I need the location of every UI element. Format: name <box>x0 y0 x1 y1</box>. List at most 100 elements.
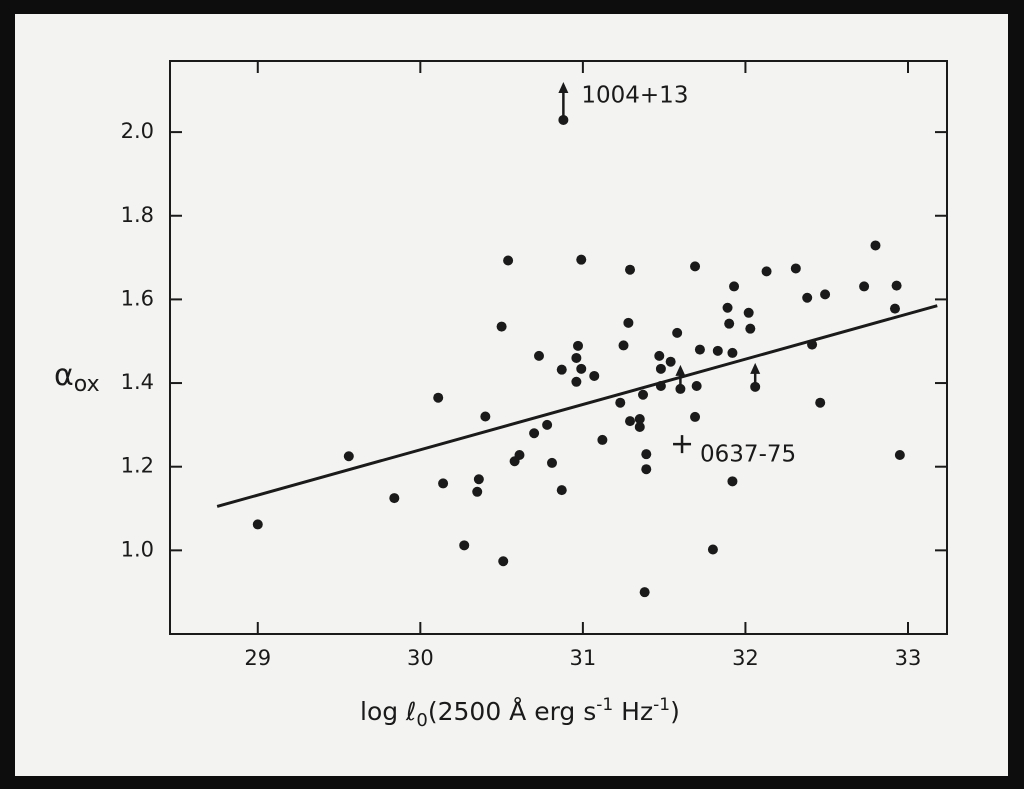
data-point <box>589 370 600 381</box>
data-point <box>712 345 723 356</box>
y-tick-label: 1.8 <box>121 203 154 227</box>
data-point <box>252 519 263 530</box>
data-point <box>724 318 735 329</box>
x-label-part: -1 <box>596 695 613 715</box>
x-label-part: log ℓ <box>360 697 416 726</box>
x-label-part: (2500 Å erg s <box>428 697 596 726</box>
data-point <box>514 449 525 460</box>
data-point <box>891 280 902 291</box>
data-point <box>690 411 701 422</box>
data-point <box>634 421 645 432</box>
data-point <box>433 392 444 403</box>
data-point <box>556 485 567 496</box>
data-point <box>498 556 509 567</box>
data-point <box>625 416 636 427</box>
y-label-symbol: α <box>54 358 74 393</box>
x-tick-label: 32 <box>732 646 759 670</box>
x-tick-label: 33 <box>895 646 922 670</box>
x-label-part: 0 <box>416 710 427 731</box>
lower-limit-point <box>750 381 761 392</box>
data-point <box>655 363 666 374</box>
data-point <box>343 451 354 462</box>
lower-limit-point <box>558 114 569 125</box>
data-point <box>727 347 738 358</box>
data-point <box>639 587 650 598</box>
data-point <box>546 457 557 468</box>
data-point <box>634 414 645 425</box>
lower-limit-point <box>675 383 686 394</box>
data-point <box>571 376 582 387</box>
plot-frame <box>169 60 948 635</box>
data-point <box>459 540 470 551</box>
data-point <box>889 303 900 314</box>
cross-marker <box>673 435 692 454</box>
data-point <box>503 255 514 266</box>
x-label-part: Hz <box>613 697 653 726</box>
y-tick-label: 1.4 <box>121 370 154 394</box>
data-point <box>623 317 634 328</box>
data-point <box>576 254 587 265</box>
data-point <box>597 434 608 445</box>
data-point <box>665 356 676 367</box>
data-point <box>472 486 483 497</box>
annotation: 0637-75 <box>700 442 796 468</box>
data-point <box>859 281 870 292</box>
fit-line <box>216 304 938 508</box>
data-point <box>618 340 629 351</box>
data-point <box>870 240 881 251</box>
y-label-subscript: ox <box>74 372 100 397</box>
data-point <box>802 292 813 303</box>
data-point <box>615 397 626 408</box>
data-point <box>729 281 740 292</box>
annotation: 1004+13 <box>581 82 688 108</box>
data-point <box>722 302 733 313</box>
limit-arrow-head <box>750 362 761 374</box>
y-axis-label: αox <box>54 358 100 397</box>
x-label-part: -1 <box>653 695 670 715</box>
data-point <box>707 544 718 555</box>
data-point <box>894 449 905 460</box>
data-point <box>389 493 400 504</box>
data-point <box>691 380 702 391</box>
limit-arrow-head <box>675 364 686 376</box>
data-point <box>496 321 507 332</box>
y-tick-label: 1.0 <box>121 537 154 561</box>
data-point <box>480 411 491 422</box>
x-label-part: ) <box>670 697 680 726</box>
data-point <box>641 464 652 475</box>
x-tick-label: 30 <box>407 646 434 670</box>
data-point <box>638 389 649 400</box>
y-tick-label: 1.2 <box>121 454 154 478</box>
data-point <box>745 323 756 334</box>
data-point <box>533 350 544 361</box>
y-tick-label: 2.0 <box>121 119 154 143</box>
data-point <box>820 289 831 300</box>
data-point <box>438 478 449 489</box>
data-point <box>790 263 801 274</box>
data-point <box>694 344 705 355</box>
data-point <box>473 474 484 485</box>
data-point <box>807 339 818 350</box>
x-tick-label: 31 <box>570 646 597 670</box>
data-point <box>625 264 636 275</box>
data-point <box>556 364 567 375</box>
data-point <box>641 449 652 460</box>
data-point <box>690 261 701 272</box>
limit-arrow-head <box>558 81 569 93</box>
data-point <box>743 307 754 318</box>
slide-card <box>15 14 1008 776</box>
data-point <box>727 476 738 487</box>
data-point <box>761 266 772 277</box>
data-point <box>529 428 540 439</box>
data-point <box>654 350 665 361</box>
y-tick-label: 1.6 <box>121 286 154 310</box>
data-point <box>815 397 826 408</box>
data-point <box>655 380 666 391</box>
data-point <box>542 419 553 430</box>
data-point <box>576 363 587 374</box>
data-point <box>672 327 683 338</box>
x-axis-label: log ℓ0(2500 Å erg s-1 Hz-1) <box>360 695 680 731</box>
data-point <box>571 352 582 363</box>
